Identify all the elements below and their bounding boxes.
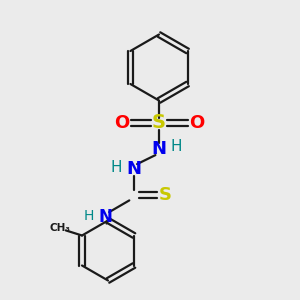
Text: N: N: [126, 160, 141, 178]
Text: O: O: [114, 114, 129, 132]
Text: N: N: [151, 140, 166, 158]
Text: O: O: [189, 114, 204, 132]
Text: N: N: [99, 208, 112, 226]
Text: H: H: [110, 160, 122, 175]
Text: S: S: [158, 186, 172, 204]
Text: CH₃: CH₃: [50, 223, 71, 233]
Text: H: H: [83, 209, 94, 223]
Text: H: H: [171, 139, 182, 154]
Text: S: S: [152, 113, 166, 133]
